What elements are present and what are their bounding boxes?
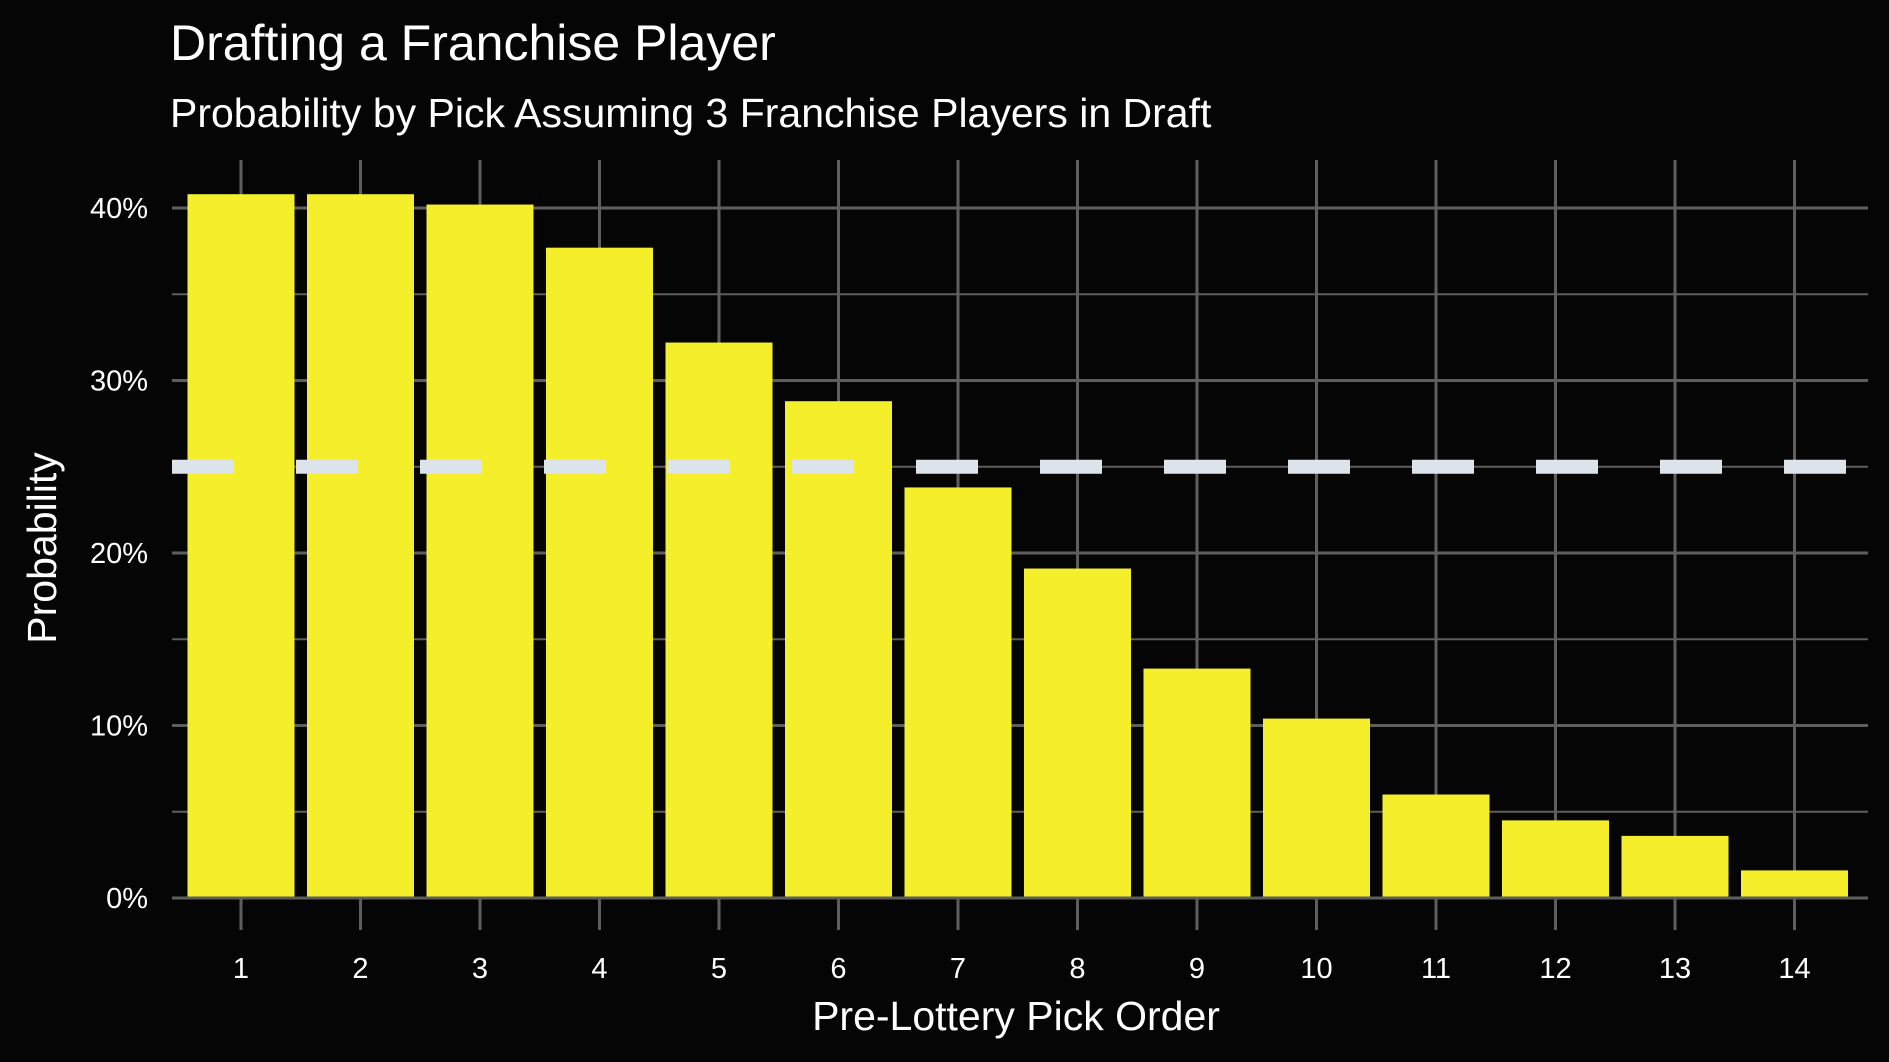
y-tick-label: 0%	[106, 883, 148, 915]
x-axis-title: Pre-Lottery Pick Order	[812, 993, 1220, 1039]
x-tick-label: 10	[1300, 953, 1332, 985]
y-tick-label: 30%	[90, 366, 148, 398]
bar-pick-12	[1502, 820, 1609, 898]
x-tick-label: 4	[591, 953, 607, 985]
x-tick-label: 2	[352, 953, 368, 985]
x-tick-label: 1	[233, 953, 249, 985]
x-tick-label: 11	[1421, 953, 1451, 985]
y-tick-label: 10%	[90, 711, 148, 743]
bar-pick-2	[307, 194, 414, 898]
bars	[187, 194, 1848, 899]
bar-pick-4	[546, 247, 653, 899]
x-tick-label: 7	[950, 953, 966, 985]
x-tick-label: 8	[1069, 953, 1085, 985]
x-tick-label: 9	[1189, 953, 1205, 985]
y-tick-label: 40%	[90, 193, 148, 225]
x-tick-label: 12	[1539, 953, 1571, 985]
x-tick-labels: 1 2 3 4 5 6 7 8 9 10 11 12 13 14	[233, 953, 1811, 985]
y-axis: 0% 10% 20% 30% 40%	[90, 193, 148, 915]
bar-pick-3	[426, 204, 534, 899]
bar-pick-13	[1621, 835, 1729, 898]
grid-lines	[172, 160, 1868, 930]
bar-pick-14	[1741, 870, 1848, 898]
x-tick-label: 3	[472, 953, 488, 985]
y-axis-title: Probability	[19, 452, 65, 644]
bar-pick-6	[785, 401, 892, 898]
bar-pick-1	[187, 194, 295, 898]
bar-pick-11	[1382, 794, 1490, 898]
x-tick-label: 13	[1659, 953, 1691, 985]
bar-pick-7	[904, 487, 1012, 898]
chart-title: Drafting a Franchise Player	[170, 15, 776, 71]
x-tick-label: 5	[711, 953, 727, 985]
x-tick-label: 6	[830, 953, 846, 985]
chart-subtitle: Probability by Pick Assuming 3 Franchise…	[170, 90, 1212, 136]
bar-pick-8	[1024, 568, 1131, 898]
bar-pick-5	[665, 342, 773, 898]
x-tick-label: 14	[1778, 953, 1810, 985]
bar-pick-9	[1143, 668, 1251, 898]
y-tick-label: 20%	[90, 538, 148, 570]
bar-pick-10	[1263, 718, 1370, 898]
